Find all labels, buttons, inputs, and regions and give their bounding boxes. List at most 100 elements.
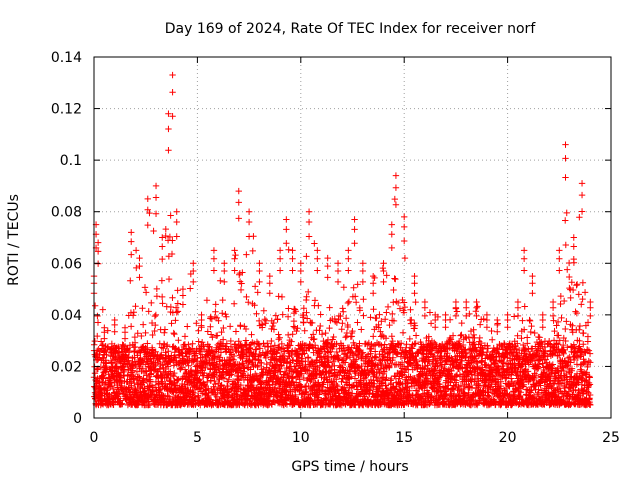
data-point <box>142 289 150 296</box>
data-point <box>126 342 134 349</box>
data-point <box>99 306 106 313</box>
data-point <box>212 390 219 398</box>
data-point <box>371 274 378 282</box>
data-point <box>383 309 390 316</box>
data-point <box>332 318 339 325</box>
data-point <box>237 286 245 294</box>
data-point <box>526 316 533 324</box>
data-point <box>288 338 295 345</box>
data-point <box>169 237 176 244</box>
data-point <box>378 342 385 349</box>
data-point <box>275 335 282 343</box>
data-point <box>554 318 562 326</box>
data-point <box>210 354 218 361</box>
data-point <box>129 312 137 319</box>
data-point <box>367 314 374 321</box>
data-point <box>330 333 337 341</box>
data-point <box>425 357 432 365</box>
data-point <box>521 303 528 310</box>
data-point <box>378 318 385 325</box>
data-point <box>526 387 533 395</box>
data-point <box>169 294 176 302</box>
data-point <box>174 287 181 294</box>
data-point <box>339 305 346 312</box>
data-point <box>526 317 534 325</box>
data-point <box>152 321 159 329</box>
data-point <box>259 321 266 329</box>
data-point <box>349 327 356 335</box>
data-point <box>390 317 398 325</box>
data-point <box>255 341 263 348</box>
data-point <box>158 351 165 358</box>
data-point <box>459 341 467 349</box>
data-point <box>243 251 250 258</box>
data-point <box>305 354 312 362</box>
data-point <box>148 299 155 307</box>
data-point <box>465 389 472 397</box>
data-point <box>258 359 265 367</box>
data-point <box>414 361 421 369</box>
data-point <box>558 314 565 322</box>
data-point <box>171 369 178 377</box>
data-point <box>542 347 549 355</box>
data-point <box>531 329 538 337</box>
data-point <box>91 370 99 377</box>
data-point <box>250 385 257 392</box>
data-point <box>391 195 399 203</box>
data-point <box>337 312 344 320</box>
data-point <box>408 316 415 324</box>
data-point <box>447 336 455 343</box>
data-point <box>485 388 492 396</box>
data-point <box>290 317 298 325</box>
data-point <box>178 364 185 371</box>
data-point <box>510 313 518 320</box>
data-point <box>239 359 247 367</box>
data-point <box>495 364 502 372</box>
data-point <box>318 331 326 338</box>
data-point <box>389 310 396 318</box>
data-point <box>266 397 274 405</box>
data-point <box>119 400 126 408</box>
data-point <box>497 382 505 390</box>
data-point <box>382 382 390 389</box>
data-point <box>168 320 175 327</box>
data-point <box>274 315 281 323</box>
data-point <box>518 335 525 342</box>
data-point <box>220 375 228 382</box>
data-point <box>264 401 272 409</box>
data-point <box>548 384 555 391</box>
data-point <box>325 349 333 356</box>
data-point <box>172 304 180 311</box>
data-point <box>342 314 350 322</box>
data-point <box>272 312 280 319</box>
data-point <box>370 306 377 313</box>
data-point <box>404 383 411 391</box>
data-point <box>523 386 530 393</box>
data-point <box>279 311 286 318</box>
data-point <box>480 315 487 323</box>
data-point <box>386 363 393 371</box>
data-point <box>326 304 333 311</box>
data-point <box>248 331 255 338</box>
data-point <box>488 371 495 379</box>
data-point <box>172 317 179 324</box>
data-point <box>354 319 361 326</box>
data-point <box>342 334 349 341</box>
data-point <box>94 319 102 326</box>
data-point <box>442 392 449 399</box>
data-point <box>391 372 398 380</box>
data-point <box>144 340 151 347</box>
data-point <box>512 364 519 372</box>
data-point <box>271 342 279 349</box>
data-point <box>512 345 520 353</box>
data-point <box>234 375 241 383</box>
data-point <box>341 347 348 354</box>
data-point <box>239 269 246 276</box>
data-point <box>398 359 406 366</box>
data-point <box>390 299 397 306</box>
data-point <box>376 369 383 377</box>
data-point <box>262 354 270 362</box>
data-point <box>245 299 252 306</box>
data-point <box>457 361 464 368</box>
data-point <box>93 366 101 373</box>
